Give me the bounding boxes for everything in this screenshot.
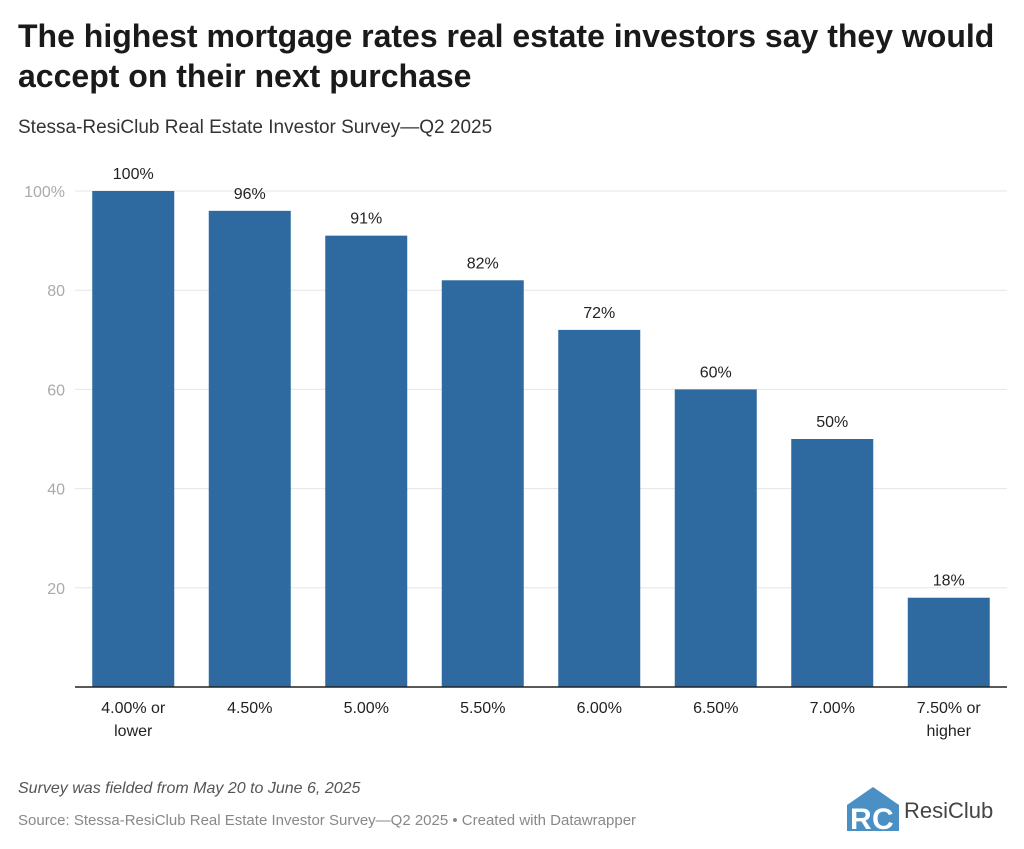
data-label: 82%: [467, 255, 499, 272]
resiclub-logo: R C ResiClub: [845, 785, 1015, 833]
bar: [791, 439, 874, 687]
bar-chart: 20 40 60 80 100% 100% 4.00% or lower 96% 4.50% 91%…: [24, 166, 1007, 740]
data-label: 100%: [113, 166, 154, 183]
x-tick-label: 4.50%: [227, 700, 272, 717]
data-label: 60%: [700, 364, 732, 381]
x-tick-label: 7.50% or: [917, 700, 982, 717]
x-tick-label: 4.00% or: [101, 700, 166, 717]
x-tick-label: higher: [927, 723, 972, 740]
x-tick-label: lower: [114, 723, 153, 740]
bar: [208, 210, 291, 687]
chart-subtitle: Stessa-ResiClub Real Estate Investor Sur…: [18, 117, 493, 138]
y-tick-label: 100%: [24, 184, 65, 201]
logo-text: ResiClub: [904, 798, 994, 823]
x-tick-label: 7.00%: [810, 700, 855, 717]
survey-note: Survey was fielded from May 20 to June 6…: [18, 780, 361, 797]
y-tick-label: 60: [47, 382, 65, 399]
data-label: 50%: [816, 414, 848, 431]
svg-text:R: R: [850, 803, 872, 833]
y-tick-label: 20: [47, 581, 65, 598]
x-tick-label: 6.50%: [693, 700, 738, 717]
bar: [674, 389, 757, 687]
x-tick-label: 5.00%: [344, 700, 389, 717]
data-label: 72%: [583, 305, 615, 322]
chart-title: The highest mortgage rates real estate i…: [18, 18, 995, 94]
bar: [92, 191, 175, 687]
bar: [441, 280, 524, 687]
bar: [558, 329, 641, 687]
resiclub-logo-icon: R C: [847, 787, 899, 833]
data-label: 91%: [350, 211, 382, 228]
data-label: 96%: [234, 186, 266, 203]
bar: [325, 235, 408, 687]
bar: [907, 597, 990, 687]
source-credit: Source: Stessa-ResiClub Real Estate Inve…: [18, 812, 637, 829]
data-label: 18%: [933, 573, 965, 590]
y-tick-label: 40: [47, 482, 65, 499]
svg-text:C: C: [872, 803, 894, 833]
x-tick-label: 5.50%: [460, 700, 505, 717]
x-tick-label: 6.00%: [577, 700, 622, 717]
y-tick-label: 80: [47, 283, 65, 300]
